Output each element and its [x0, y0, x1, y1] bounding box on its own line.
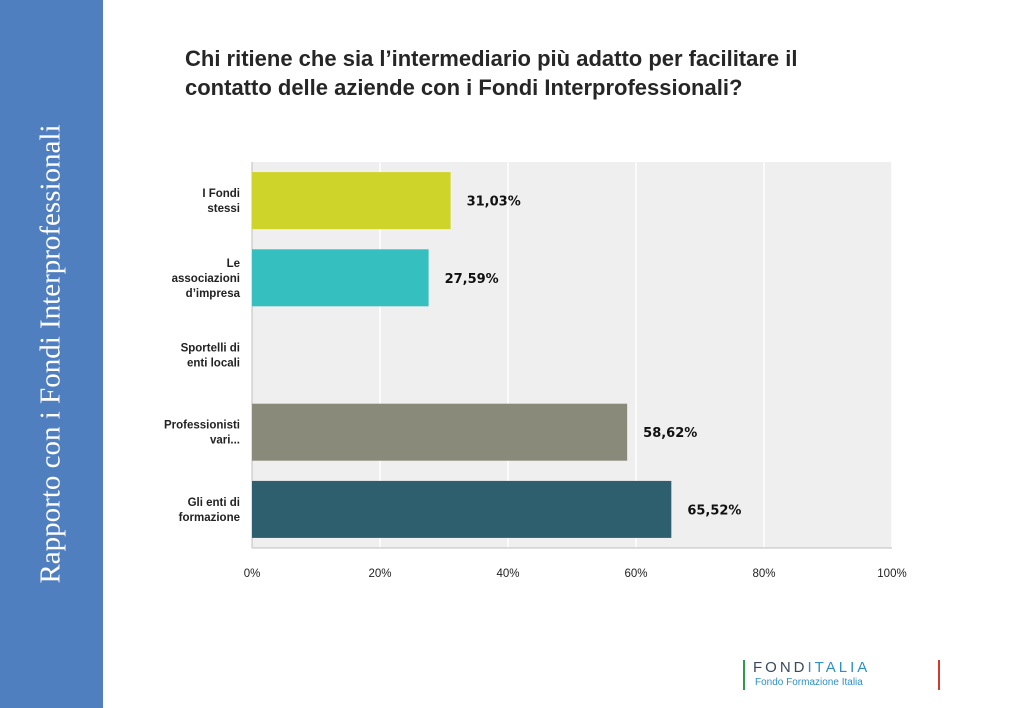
chart-title: Chi ritiene che sia l’intermediario più … [185, 44, 945, 102]
category-label: associazioni [172, 273, 240, 285]
bar [252, 403, 628, 461]
data-label: 31,03% [467, 195, 521, 210]
category-label: Professionisti [164, 420, 240, 432]
category-label: d’impresa [186, 288, 241, 300]
logo-right-bar [938, 660, 940, 690]
logo-name-part-2: ITALIA [807, 659, 871, 676]
category-label: Sportelli di [181, 343, 240, 355]
chart-title-line-2: contatto delle aziende con i Fondi Inter… [185, 75, 743, 100]
logo-name: FONDITALIA [753, 659, 870, 676]
category-label: enti locali [187, 358, 240, 370]
x-tick-label: 100% [877, 568, 906, 580]
bar [252, 249, 429, 307]
category-label: formazione [179, 512, 240, 524]
fonditalia-logo: FONDITALIA Fondo Formazione Italia [743, 659, 943, 692]
x-tick-label: 20% [368, 568, 391, 580]
bar [252, 172, 451, 230]
data-label: 65,52% [687, 503, 741, 518]
x-tick-label: 60% [624, 568, 647, 580]
category-label: vari... [210, 435, 240, 447]
x-tick-label: 80% [752, 568, 775, 580]
x-tick-label: 40% [496, 568, 519, 580]
category-label: Le [227, 258, 240, 270]
data-label: 27,59% [445, 272, 499, 287]
category-label: I Fondi [202, 188, 240, 200]
category-label: stessi [207, 203, 240, 215]
x-tick-label: 0% [244, 568, 261, 580]
logo-left-bar [743, 660, 745, 690]
sidebar: Rapporto con i Fondi Interprofessionali [0, 0, 103, 708]
category-label: Gli enti di [188, 497, 240, 509]
data-label: 58,62% [643, 426, 697, 441]
chart-title-line-1: Chi ritiene che sia l’intermediario più … [185, 46, 798, 71]
bar [252, 480, 672, 538]
logo-name-part-1: FOND [753, 659, 808, 676]
logo-subtitle: Fondo Formazione Italia [755, 677, 863, 688]
